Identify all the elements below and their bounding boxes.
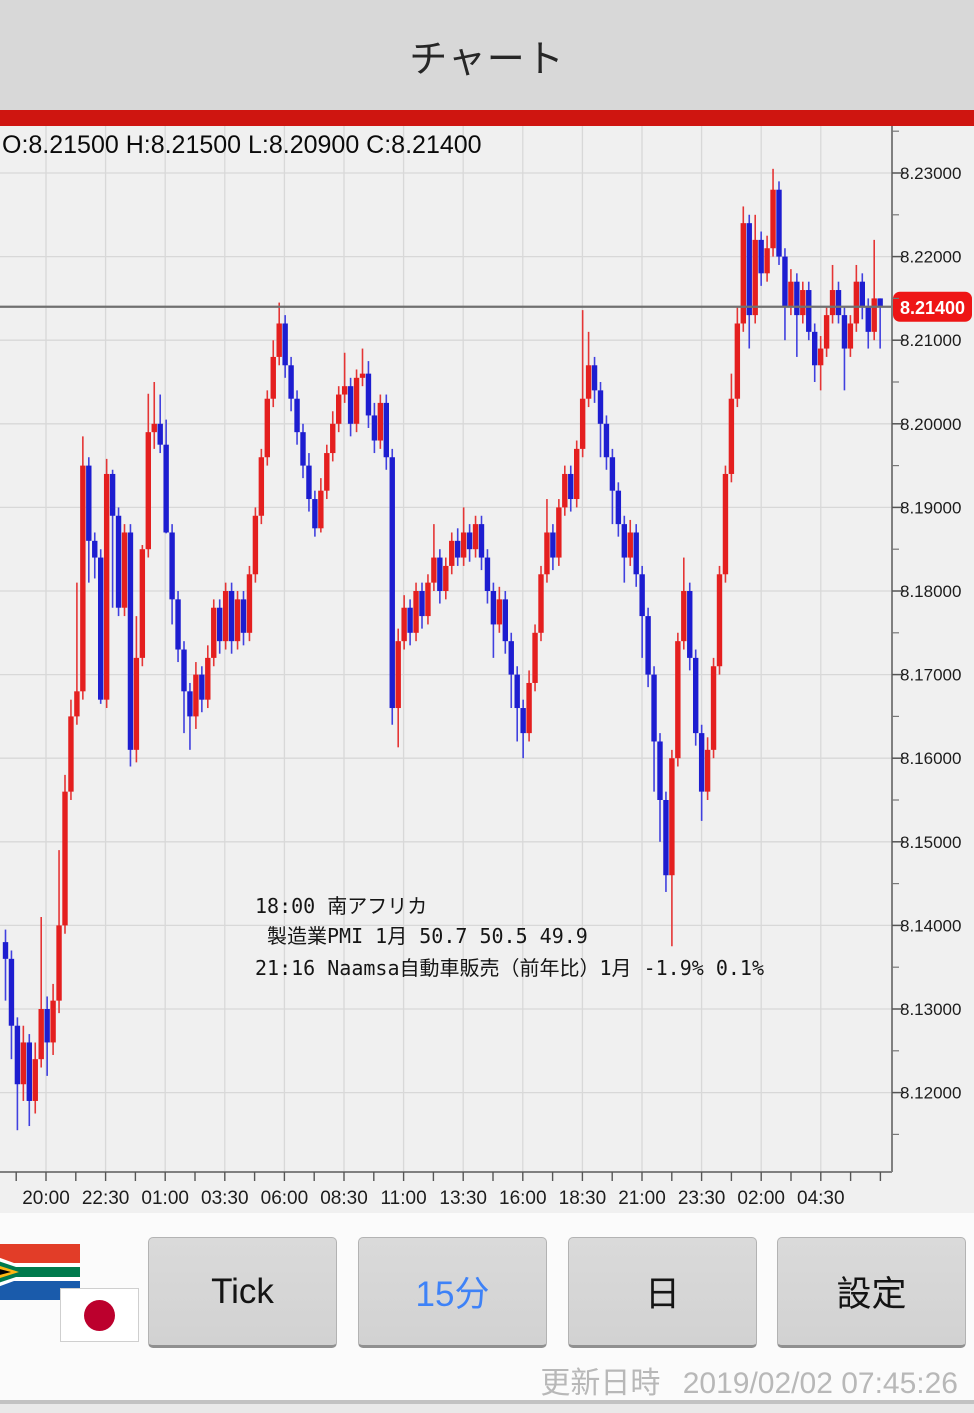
svg-text:22:30: 22:30 bbox=[82, 1188, 130, 1209]
svg-text:18:00 南アフリカ: 18:00 南アフリカ bbox=[255, 894, 427, 918]
svg-text:8.15000: 8.15000 bbox=[900, 833, 961, 852]
svg-text:18:30: 18:30 bbox=[559, 1188, 607, 1209]
ohlc-readout: O:8.21500 H:8.21500 L:8.20900 C:8.21400 bbox=[2, 131, 482, 159]
svg-text:8.23000: 8.23000 bbox=[900, 164, 961, 183]
svg-text:03:30: 03:30 bbox=[201, 1188, 249, 1209]
timeframe-15min-button[interactable]: 15分 bbox=[358, 1237, 547, 1348]
current-price-text: 8.21400 bbox=[900, 298, 965, 318]
timeframe-day-button[interactable]: 日 bbox=[568, 1237, 757, 1348]
japan-flag-icon[interactable] bbox=[60, 1288, 139, 1342]
svg-text:06:00: 06:00 bbox=[261, 1188, 309, 1209]
update-timestamp-value: 2019/02/02 07:45:26 bbox=[682, 1367, 958, 1400]
y-axis-labels: 8.23000 8.22000 8.21000 8.20000 8.19000 8.180… bbox=[892, 130, 961, 1136]
svg-text:21:16 Naamsa自動車販売（前年比）1月 -1.9%: 21:16 Naamsa自動車販売（前年比）1月 -1.9% 0.1% bbox=[255, 956, 764, 980]
page-title: チャート bbox=[409, 38, 565, 81]
x-axis-labels: 20:00 22:30 01:00 03:30 06:00 08:30 11:00 13:30… bbox=[15, 1172, 882, 1209]
app-header: チャート bbox=[0, 0, 974, 110]
svg-text:20:00: 20:00 bbox=[22, 1188, 70, 1209]
header-accent-bar bbox=[0, 110, 974, 126]
candlesticks bbox=[2, 168, 883, 1131]
svg-text:11:00: 11:00 bbox=[381, 1188, 427, 1209]
svg-text:8.18000: 8.18000 bbox=[900, 582, 961, 601]
svg-text:8.19000: 8.19000 bbox=[900, 498, 961, 517]
svg-text:製造業PMI 1月 50.7 50.5 49.9: 製造業PMI 1月 50.7 50.5 49.9 bbox=[267, 924, 588, 948]
bottom-divider bbox=[0, 1400, 974, 1404]
svg-text:08:30: 08:30 bbox=[320, 1188, 368, 1209]
svg-text:8.13000: 8.13000 bbox=[900, 1000, 961, 1019]
current-price-label bbox=[893, 291, 972, 322]
update-timestamp: 更新日時 2019/02/02 07:45:26 bbox=[540, 1358, 958, 1402]
svg-text:8.22000: 8.22000 bbox=[900, 248, 961, 267]
bottom-edge bbox=[0, 1404, 974, 1413]
svg-text:02:00: 02:00 bbox=[737, 1188, 785, 1209]
svg-text:13:30: 13:30 bbox=[439, 1188, 487, 1209]
svg-text:8.12000: 8.12000 bbox=[900, 1084, 961, 1103]
svg-text:8.14000: 8.14000 bbox=[900, 916, 961, 935]
svg-text:8.21000: 8.21000 bbox=[900, 331, 961, 350]
svg-text:8.20000: 8.20000 bbox=[900, 415, 961, 434]
price-chart[interactable]: 8.21400 8.23000 8.22000 8.21000 8.20000 8.190… bbox=[0, 126, 974, 1213]
timeframe-tick-button[interactable]: Tick bbox=[148, 1237, 337, 1348]
chart-background bbox=[0, 126, 974, 1213]
settings-button[interactable]: 設定 bbox=[777, 1237, 966, 1348]
svg-text:16:00: 16:00 bbox=[499, 1188, 547, 1209]
svg-text:23:30: 23:30 bbox=[678, 1188, 726, 1209]
japan-flag-disc bbox=[84, 1299, 115, 1331]
svg-text:01:00: 01:00 bbox=[141, 1188, 189, 1209]
svg-text:8.16000: 8.16000 bbox=[900, 749, 961, 768]
south-africa-flag-icon[interactable] bbox=[0, 1244, 80, 1300]
svg-text:8.17000: 8.17000 bbox=[900, 666, 961, 685]
svg-text:21:00: 21:00 bbox=[618, 1188, 666, 1209]
svg-text:04:30: 04:30 bbox=[797, 1188, 845, 1209]
update-timestamp-label: 更新日時 bbox=[540, 1367, 661, 1400]
